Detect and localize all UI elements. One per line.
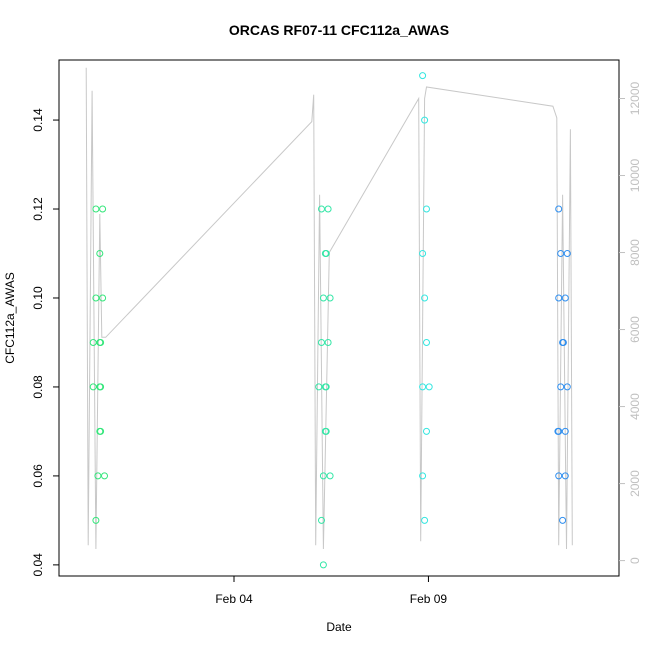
altitude-line <box>86 68 572 549</box>
x-tick-label: Feb 04 <box>215 592 253 606</box>
chart-title: ORCAS RF07-11 CFC112a_AWAS <box>229 22 449 38</box>
y2-tick-label: 8000 <box>628 239 642 266</box>
y-tick-label: 0.04 <box>31 553 45 577</box>
plot-area: 0.04 0.06 0.08 0.10 0.12 0.14 0 2000 4000 6000 800… <box>31 60 642 606</box>
y-tick-label: 0.06 <box>31 464 45 488</box>
y-tick-label: 0.08 <box>31 375 45 399</box>
data-point <box>325 340 331 346</box>
x-axis-label: Date <box>326 620 352 634</box>
data-point <box>420 251 426 257</box>
data-point <box>327 473 333 479</box>
y2-tick-label: 0 <box>628 557 642 564</box>
data-point <box>426 384 432 390</box>
data-point <box>556 206 562 212</box>
data-point <box>325 206 331 212</box>
data-point <box>102 473 108 479</box>
y2-tick-label: 2000 <box>628 470 642 497</box>
y2-tick-label: 6000 <box>628 316 642 343</box>
data-point <box>560 517 566 523</box>
data-point <box>320 295 326 301</box>
data-point <box>320 562 326 568</box>
y2-tick-label: 10000 <box>628 159 642 193</box>
y2-tick-label: 4000 <box>628 393 642 420</box>
data-point <box>562 295 568 301</box>
y-axis-label: CFC112a_AWAS <box>3 272 17 364</box>
data-point <box>420 73 426 79</box>
data-point <box>320 473 326 479</box>
data-point <box>90 340 96 346</box>
y-tick-label: 0.12 <box>31 197 45 221</box>
data-point <box>422 517 428 523</box>
data-point <box>100 295 106 301</box>
data-point <box>100 206 106 212</box>
x-tick-label: Feb 09 <box>410 592 448 606</box>
y2-tick-label: 12000 <box>628 81 642 115</box>
data-point <box>424 340 430 346</box>
data-point <box>93 206 99 212</box>
y-tick-label: 0.14 <box>31 108 45 132</box>
data-point <box>90 384 96 390</box>
data-point <box>316 384 322 390</box>
plot-frame <box>59 60 619 576</box>
y-tick-label: 0.10 <box>31 286 45 310</box>
data-point <box>95 473 101 479</box>
data-point <box>424 206 430 212</box>
data-point <box>424 428 430 434</box>
data-point <box>556 295 562 301</box>
